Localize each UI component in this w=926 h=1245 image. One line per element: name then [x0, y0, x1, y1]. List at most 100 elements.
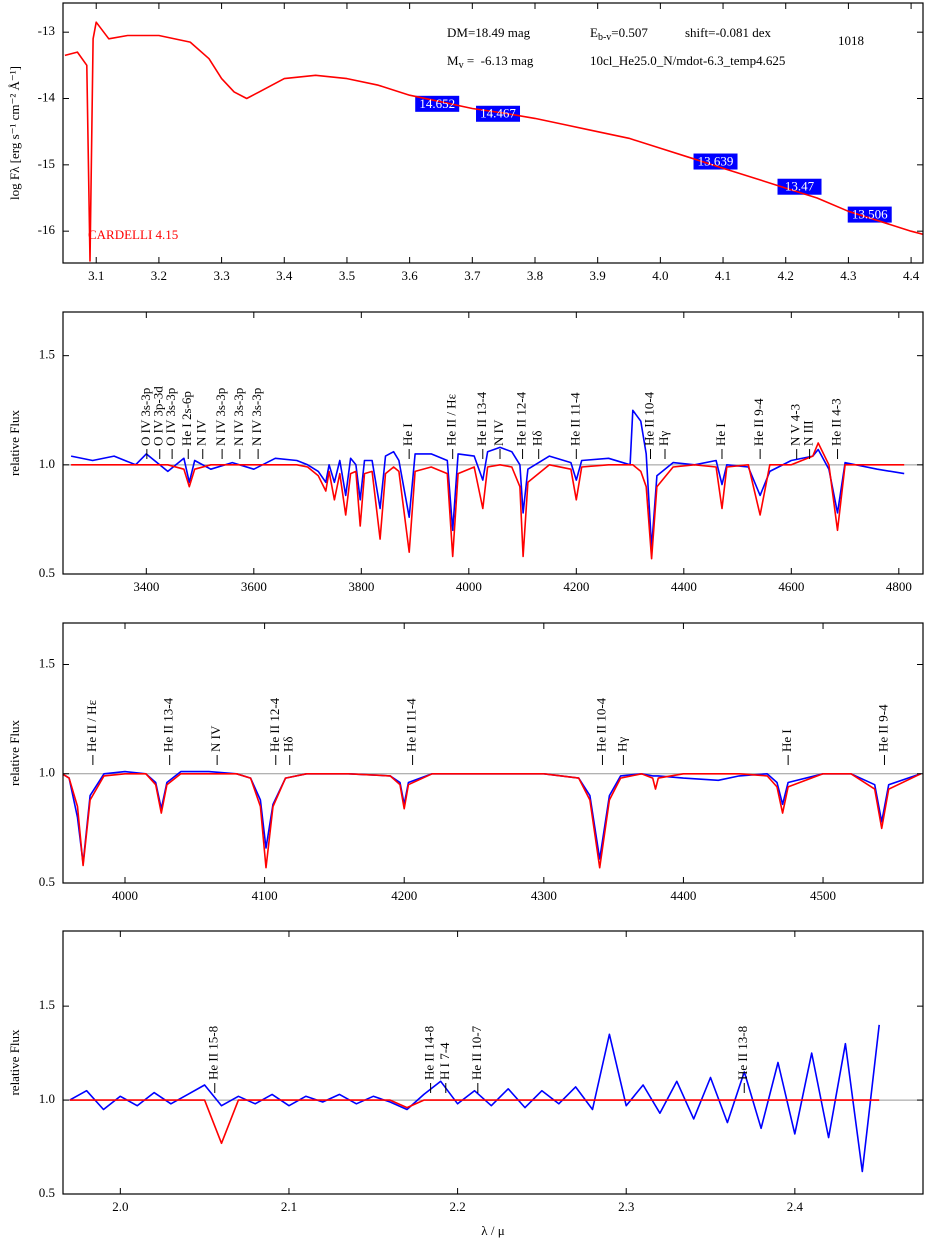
line-id-label: N IV [491, 419, 506, 446]
x-tick-label: 2.1 [281, 1199, 297, 1214]
y-tick-label: 1.5 [39, 997, 55, 1012]
line-id-label: He II 10-4 [641, 391, 656, 446]
line-id-label: N IV [208, 725, 223, 752]
plot-area [63, 1024, 923, 1173]
spectrum-line [69, 1024, 880, 1173]
line-id-label: He II 11-4 [404, 698, 419, 752]
line-id-label: He II 4-3 [829, 398, 844, 446]
x-tick-label: 4.0 [652, 268, 668, 283]
x-tick-label: 4600 [778, 579, 804, 594]
x-tick-label: 2.4 [787, 1199, 804, 1214]
line-id-label: O IV 3p-3d [151, 386, 166, 446]
ebv-subscript: b-v [598, 32, 611, 43]
y-tick-label: -15 [38, 156, 55, 171]
line-id-label: He II 13-8 [735, 1026, 750, 1080]
reddening-label: CARDELLI 4.15 [88, 227, 178, 242]
line-id-label: O IV 3s-3p [163, 388, 178, 446]
ebv-value: =0.507 [611, 25, 648, 40]
mv-symbol: M [447, 53, 459, 68]
line-id-label: H I 7-4 [437, 1042, 452, 1080]
x-tick-label: 3.8 [527, 268, 543, 283]
y-axis-label: relative Flux [7, 719, 22, 786]
y-tick-label: -16 [38, 222, 56, 237]
line-id-label: He I [779, 729, 794, 752]
spectrum-line [64, 21, 923, 262]
x-tick-label: 4.2 [778, 268, 794, 283]
shift-label: shift=-0.081 dex [685, 25, 772, 40]
x-tick-label: 3800 [348, 579, 374, 594]
line-id-label: Hδ [530, 430, 545, 446]
x-tick-label: 4400 [670, 888, 696, 903]
x-tick-label: 3.9 [590, 268, 606, 283]
photometry-box [476, 105, 521, 122]
y-tick-label: 1.0 [39, 1091, 55, 1106]
spectrum-line [70, 409, 905, 549]
frame [62, 930, 924, 1195]
photometry-label: 13.506 [852, 207, 888, 222]
line-id-label: He II 12-4 [267, 697, 282, 752]
frame [62, 622, 924, 884]
line-id-label: He I [400, 423, 415, 446]
line-id-label: Hγ [614, 737, 629, 752]
x-tick-label: 4500 [810, 888, 836, 903]
photometry-label: 13.47 [785, 179, 815, 194]
line-id-label: N IV 3s-3p [213, 388, 228, 446]
x-tick-label: 4000 [456, 579, 482, 594]
y-tick-label: 1.5 [39, 347, 55, 362]
y-tick-label: -13 [38, 23, 55, 38]
line-id-label: He II / Hε [84, 699, 99, 752]
x-tick-label: 3600 [241, 579, 267, 594]
y-axis-label: log Fλ [erg s⁻¹ cm⁻² Å⁻¹] [7, 66, 22, 200]
spectrum-line [69, 1099, 880, 1145]
model-label: 10cl_He25.0_N/mdot-6.3_temp4.625 [590, 53, 785, 68]
plot-area [63, 770, 923, 869]
object-id: 1018 [838, 33, 864, 48]
line-id-label: He II 9-4 [751, 398, 766, 446]
line-id-label: He II 13-4 [161, 697, 176, 752]
mv-value: = -6.13 mag [464, 53, 534, 68]
line-id-label: N IV 3s-3p [231, 388, 246, 446]
photometry-label: 14.652 [419, 96, 455, 111]
frame [62, 2, 924, 264]
photometry-label: 14.467 [480, 106, 516, 121]
y-tick-label: 0.5 [39, 874, 55, 889]
line-id-label: He I [713, 423, 728, 446]
ebv-symbol: E [590, 25, 598, 40]
plot-area [63, 409, 923, 560]
mv-subscript: v [459, 60, 464, 71]
x-tick-label: 4400 [671, 579, 697, 594]
x-tick-label: 4200 [391, 888, 417, 903]
x-tick-label: 3.4 [276, 268, 293, 283]
line-id-label: N IV 3s-3p [249, 388, 264, 446]
x-tick-label: 3.3 [213, 268, 229, 283]
frame [62, 311, 924, 575]
y-tick-label: -14 [38, 89, 56, 104]
dm-label: DM=18.49 mag [447, 25, 531, 40]
x-tick-label: 4800 [886, 579, 912, 594]
x-tick-label: 3400 [133, 579, 159, 594]
line-id-label: N IV [194, 419, 209, 446]
line-id-label: N III [801, 420, 816, 446]
x-tick-label: 4.4 [903, 268, 920, 283]
x-tick-label: 3.1 [88, 268, 104, 283]
x-axis-label: λ / μ [481, 1223, 504, 1238]
y-tick-label: 1.5 [39, 655, 55, 670]
photometry-box [693, 153, 738, 170]
x-tick-label: 3.2 [151, 268, 167, 283]
y-tick-label: 1.0 [39, 456, 55, 471]
plot-area [64, 21, 923, 262]
photometry-box [415, 95, 460, 112]
y-axis-label: relative Flux [7, 1029, 22, 1096]
x-tick-label: 2.2 [449, 1199, 465, 1214]
line-id-label: He I 2s-6p [179, 391, 194, 446]
y-tick-label: 0.5 [39, 565, 55, 580]
x-tick-label: 4200 [563, 579, 589, 594]
line-id-label: He II 10-7 [469, 1025, 484, 1080]
line-id-label: He II 14-8 [422, 1026, 437, 1080]
photometry-box [777, 178, 822, 195]
x-tick-label: 2.3 [618, 1199, 634, 1214]
y-tick-label: 1.0 [39, 765, 55, 780]
x-tick-label: 2.0 [112, 1199, 128, 1214]
line-id-label: Hδ [281, 736, 296, 752]
